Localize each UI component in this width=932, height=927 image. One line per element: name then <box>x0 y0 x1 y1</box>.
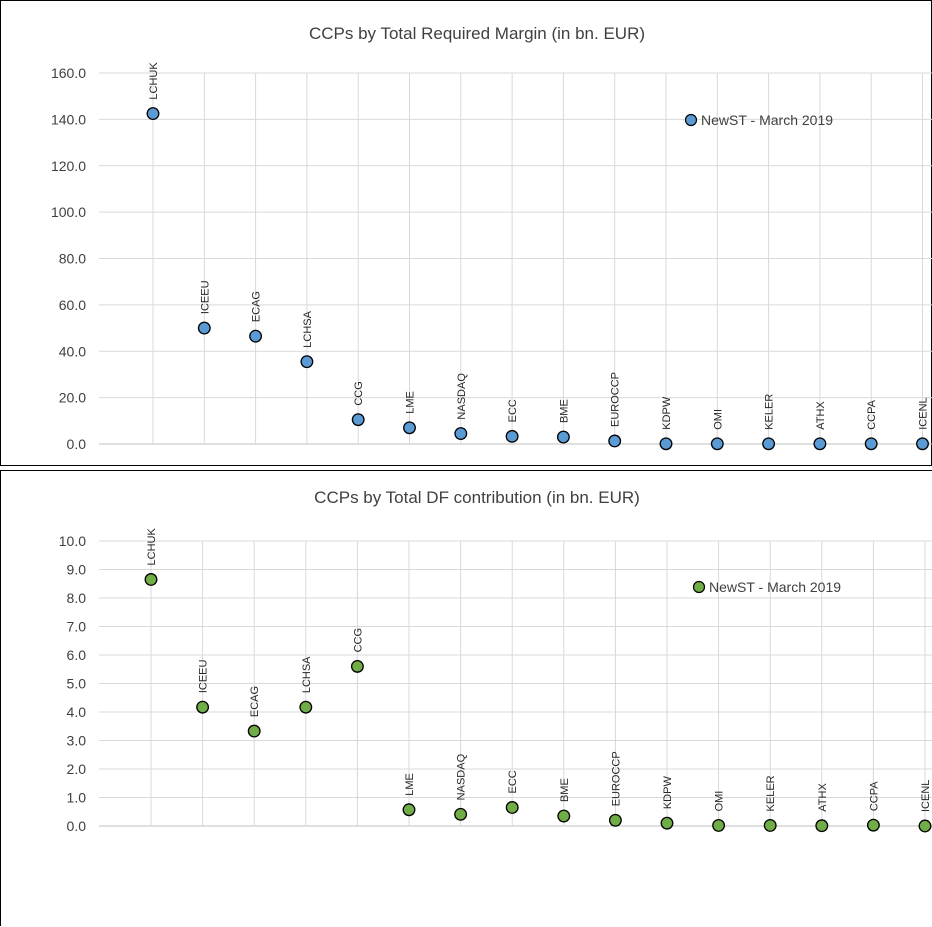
data-point-lchuk <box>146 107 160 121</box>
chart-df-contribution: CCPs by Total DF contribution (in bn. EU… <box>59 488 932 834</box>
y-tick-label: 0.0 <box>67 818 87 834</box>
y-tick-label: 160.0 <box>51 65 86 81</box>
data-point-ecag <box>247 724 261 738</box>
data-point-lchuk <box>144 573 158 586</box>
data-label-nasdaq: NASDAQ <box>456 753 468 800</box>
data-point-nasdaq <box>454 427 468 441</box>
data-label-lchuk: LCHUK <box>148 62 160 100</box>
data-label-icenl: ICENL <box>918 397 930 429</box>
data-label-icenl: ICENL <box>920 780 932 812</box>
data-label-kdpw: KDPW <box>662 776 674 810</box>
y-tick-label: 60.0 <box>59 297 86 313</box>
data-point-ccg <box>351 413 365 427</box>
y-tick-label: 80.0 <box>59 251 86 267</box>
data-point-ecc <box>505 429 519 443</box>
data-point-athx <box>815 819 829 833</box>
data-point-lme <box>403 421 416 435</box>
data-point-ecc <box>505 801 519 814</box>
data-label-bme: BME <box>558 399 570 423</box>
data-point-lchsa <box>299 700 313 714</box>
data-label-nasdaq: NASDAQ <box>456 373 468 420</box>
data-point-lchsa <box>300 355 314 369</box>
data-label-iceeu: ICEEU <box>198 659 210 693</box>
legend-label: NewST - March 2019 <box>709 579 841 595</box>
chart-legend: NewST - March 2019 <box>692 579 841 595</box>
data-label-lchsa: LCHSA <box>301 656 313 693</box>
y-tick-label: 100.0 <box>51 204 86 220</box>
data-point-kdpw <box>660 816 674 830</box>
y-tick-label: 7.0 <box>67 619 87 635</box>
data-point-athx <box>813 437 827 451</box>
data-label-omi: OMI <box>712 409 724 430</box>
data-point-omi <box>712 818 726 832</box>
data-label-ecc: ECC <box>507 399 519 422</box>
legend-marker <box>684 113 698 127</box>
data-label-ccpa: CCPA <box>866 399 878 429</box>
data-point-ccg <box>350 659 364 673</box>
data-point-kdpw <box>659 437 673 451</box>
y-tick-label: 20.0 <box>59 390 86 406</box>
chart-legend: NewST - March 2019 <box>684 112 833 128</box>
chart-title: CCPs by Total DF contribution (in bn. EU… <box>314 488 640 507</box>
y-tick-label: 10.0 <box>59 533 86 549</box>
data-point-euroccp <box>608 813 622 827</box>
legend-label: NewST - March 2019 <box>701 112 833 128</box>
data-label-lme: LME <box>405 391 417 414</box>
chart-title: CCPs by Total Required Margin (in bn. EU… <box>309 24 645 43</box>
data-label-omi: OMI <box>714 791 726 812</box>
data-point-iceeu <box>196 700 210 714</box>
y-tick-label: 2.0 <box>67 761 87 777</box>
y-tick-label: 4.0 <box>67 704 87 720</box>
data-point-lme <box>402 803 416 817</box>
y-tick-label: 9.0 <box>67 562 87 578</box>
data-point-bme <box>557 809 571 823</box>
chart-panel-required-margin: CCPs by Total Required Margin (in bn. EU… <box>0 0 932 466</box>
data-point-icenl <box>918 819 932 833</box>
data-label-ecag: ECAG <box>251 291 263 322</box>
data-label-lchuk: LCHUK <box>146 528 158 566</box>
y-tick-label: 120.0 <box>51 158 86 174</box>
y-tick-label: 8.0 <box>67 590 87 606</box>
data-label-keler: KELER <box>764 394 776 430</box>
legend-marker <box>692 580 706 594</box>
y-tick-label: 0.0 <box>67 436 87 452</box>
data-label-euroccp: EUROCCP <box>610 751 622 806</box>
data-point-ecag <box>249 329 263 343</box>
data-point-euroccp <box>608 434 622 448</box>
data-label-lme: LME <box>404 773 416 796</box>
data-point-bme <box>556 430 570 444</box>
data-point-keler <box>762 437 776 451</box>
data-point-keler <box>763 818 777 832</box>
data-label-kdpw: KDPW <box>661 396 673 430</box>
data-label-ccg: CCG <box>353 381 365 405</box>
y-tick-label: 140.0 <box>51 111 86 127</box>
data-label-ccg: CCG <box>352 628 364 652</box>
y-tick-label: 1.0 <box>67 790 87 806</box>
y-tick-label: 3.0 <box>67 733 87 749</box>
data-label-athx: ATHX <box>815 401 827 430</box>
data-point-ccpa <box>864 437 878 451</box>
data-point-ccpa <box>866 818 880 832</box>
data-point-icenl <box>916 437 929 451</box>
y-tick-label: 40.0 <box>59 343 86 359</box>
data-label-euroccp: EUROCCP <box>610 372 622 427</box>
chart-required-margin: CCPs by Total Required Margin (in bn. EU… <box>51 24 932 452</box>
chart-panel-df-contribution: CCPs by Total DF contribution (in bn. EU… <box>0 470 932 926</box>
data-label-ecc: ECC <box>507 770 519 793</box>
data-label-keler: KELER <box>765 775 777 811</box>
y-tick-label: 5.0 <box>67 676 87 692</box>
data-label-athx: ATHX <box>817 783 829 812</box>
data-label-bme: BME <box>559 778 571 802</box>
data-label-lchsa: LCHSA <box>302 310 314 347</box>
data-point-nasdaq <box>454 807 468 821</box>
data-point-iceeu <box>197 321 211 335</box>
y-tick-label: 6.0 <box>67 647 87 663</box>
data-label-ccpa: CCPA <box>868 781 880 811</box>
data-label-iceeu: ICEEU <box>199 280 211 314</box>
data-label-ecag: ECAG <box>249 686 261 717</box>
data-point-omi <box>710 437 724 451</box>
